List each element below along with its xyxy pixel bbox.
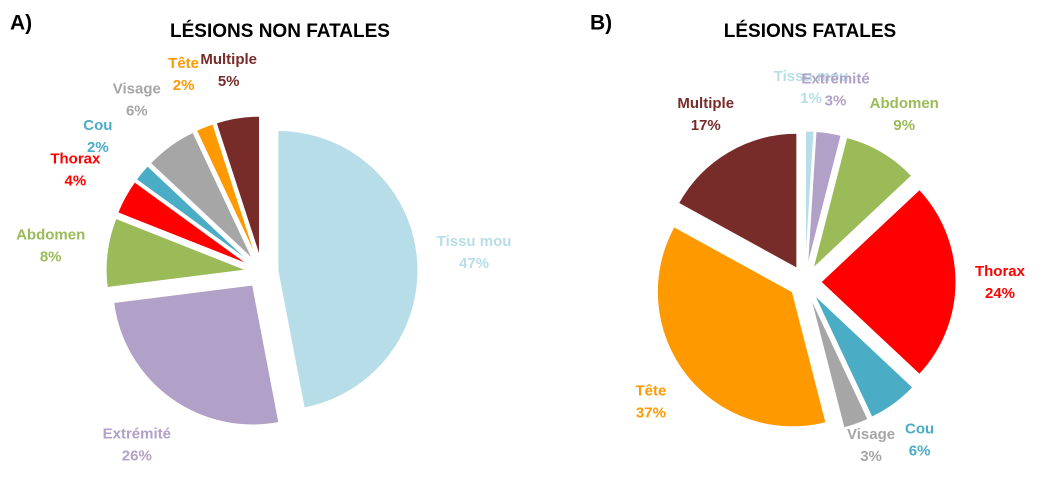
pie-slice <box>113 284 280 426</box>
slice-label: Abdomen <box>870 95 939 112</box>
slice-label: Visage <box>113 81 161 98</box>
slice-label: Tissu mou <box>774 68 849 85</box>
pie-slice <box>117 181 249 265</box>
slice-label: Cou <box>905 421 934 438</box>
pie-slice <box>807 130 842 267</box>
value-label: 26% <box>122 447 152 464</box>
pie-slice <box>215 115 260 257</box>
pie-slice <box>805 130 815 267</box>
slice-label: Tête <box>168 55 199 72</box>
pie-slice <box>149 131 254 260</box>
value-label: 6% <box>126 103 148 120</box>
panel-label: A) <box>10 12 32 35</box>
slice-label: Cou <box>83 117 112 134</box>
pie-slice <box>277 129 419 409</box>
slice-label: Thorax <box>50 150 101 167</box>
slice-label: Multiple <box>200 51 257 68</box>
value-label: 3% <box>825 92 847 109</box>
slice-label: Abdomen <box>16 226 85 243</box>
slice-label: Tête <box>635 382 666 399</box>
pie-slice <box>135 165 251 263</box>
chart-title: LÉSIONS FATALES <box>724 20 896 42</box>
slice-label: Thorax <box>975 263 1026 280</box>
pie-slice <box>820 188 957 376</box>
slice-label: Extrémité <box>103 425 171 442</box>
chart-title: LÉSIONS NON FATALES <box>170 20 390 42</box>
value-label: 2% <box>173 77 195 94</box>
pie-slice <box>813 294 914 418</box>
slice-label: Multiple <box>677 95 734 112</box>
pie-slice <box>195 123 257 258</box>
value-label: 3% <box>860 448 882 465</box>
value-label: 1% <box>800 90 822 107</box>
value-label: 2% <box>87 139 109 156</box>
slice-label: Visage <box>847 426 895 443</box>
value-label: 6% <box>909 443 931 460</box>
value-label: 24% <box>985 285 1015 302</box>
slice-label: Extrémité <box>801 70 869 87</box>
pie-slice <box>656 226 827 428</box>
value-label: 17% <box>691 117 721 134</box>
value-label: 8% <box>40 248 62 265</box>
value-label: 9% <box>893 117 915 134</box>
slice-label: Tissu mou <box>437 233 512 250</box>
pie-slice <box>105 217 247 289</box>
pie-slice <box>677 132 798 270</box>
value-label: 5% <box>218 73 240 90</box>
value-label: 4% <box>65 172 87 189</box>
pie-slice <box>809 296 869 429</box>
value-label: 37% <box>636 404 666 421</box>
value-label: 47% <box>459 255 489 272</box>
pie-slice <box>812 136 913 270</box>
panel-label: B) <box>590 12 612 35</box>
